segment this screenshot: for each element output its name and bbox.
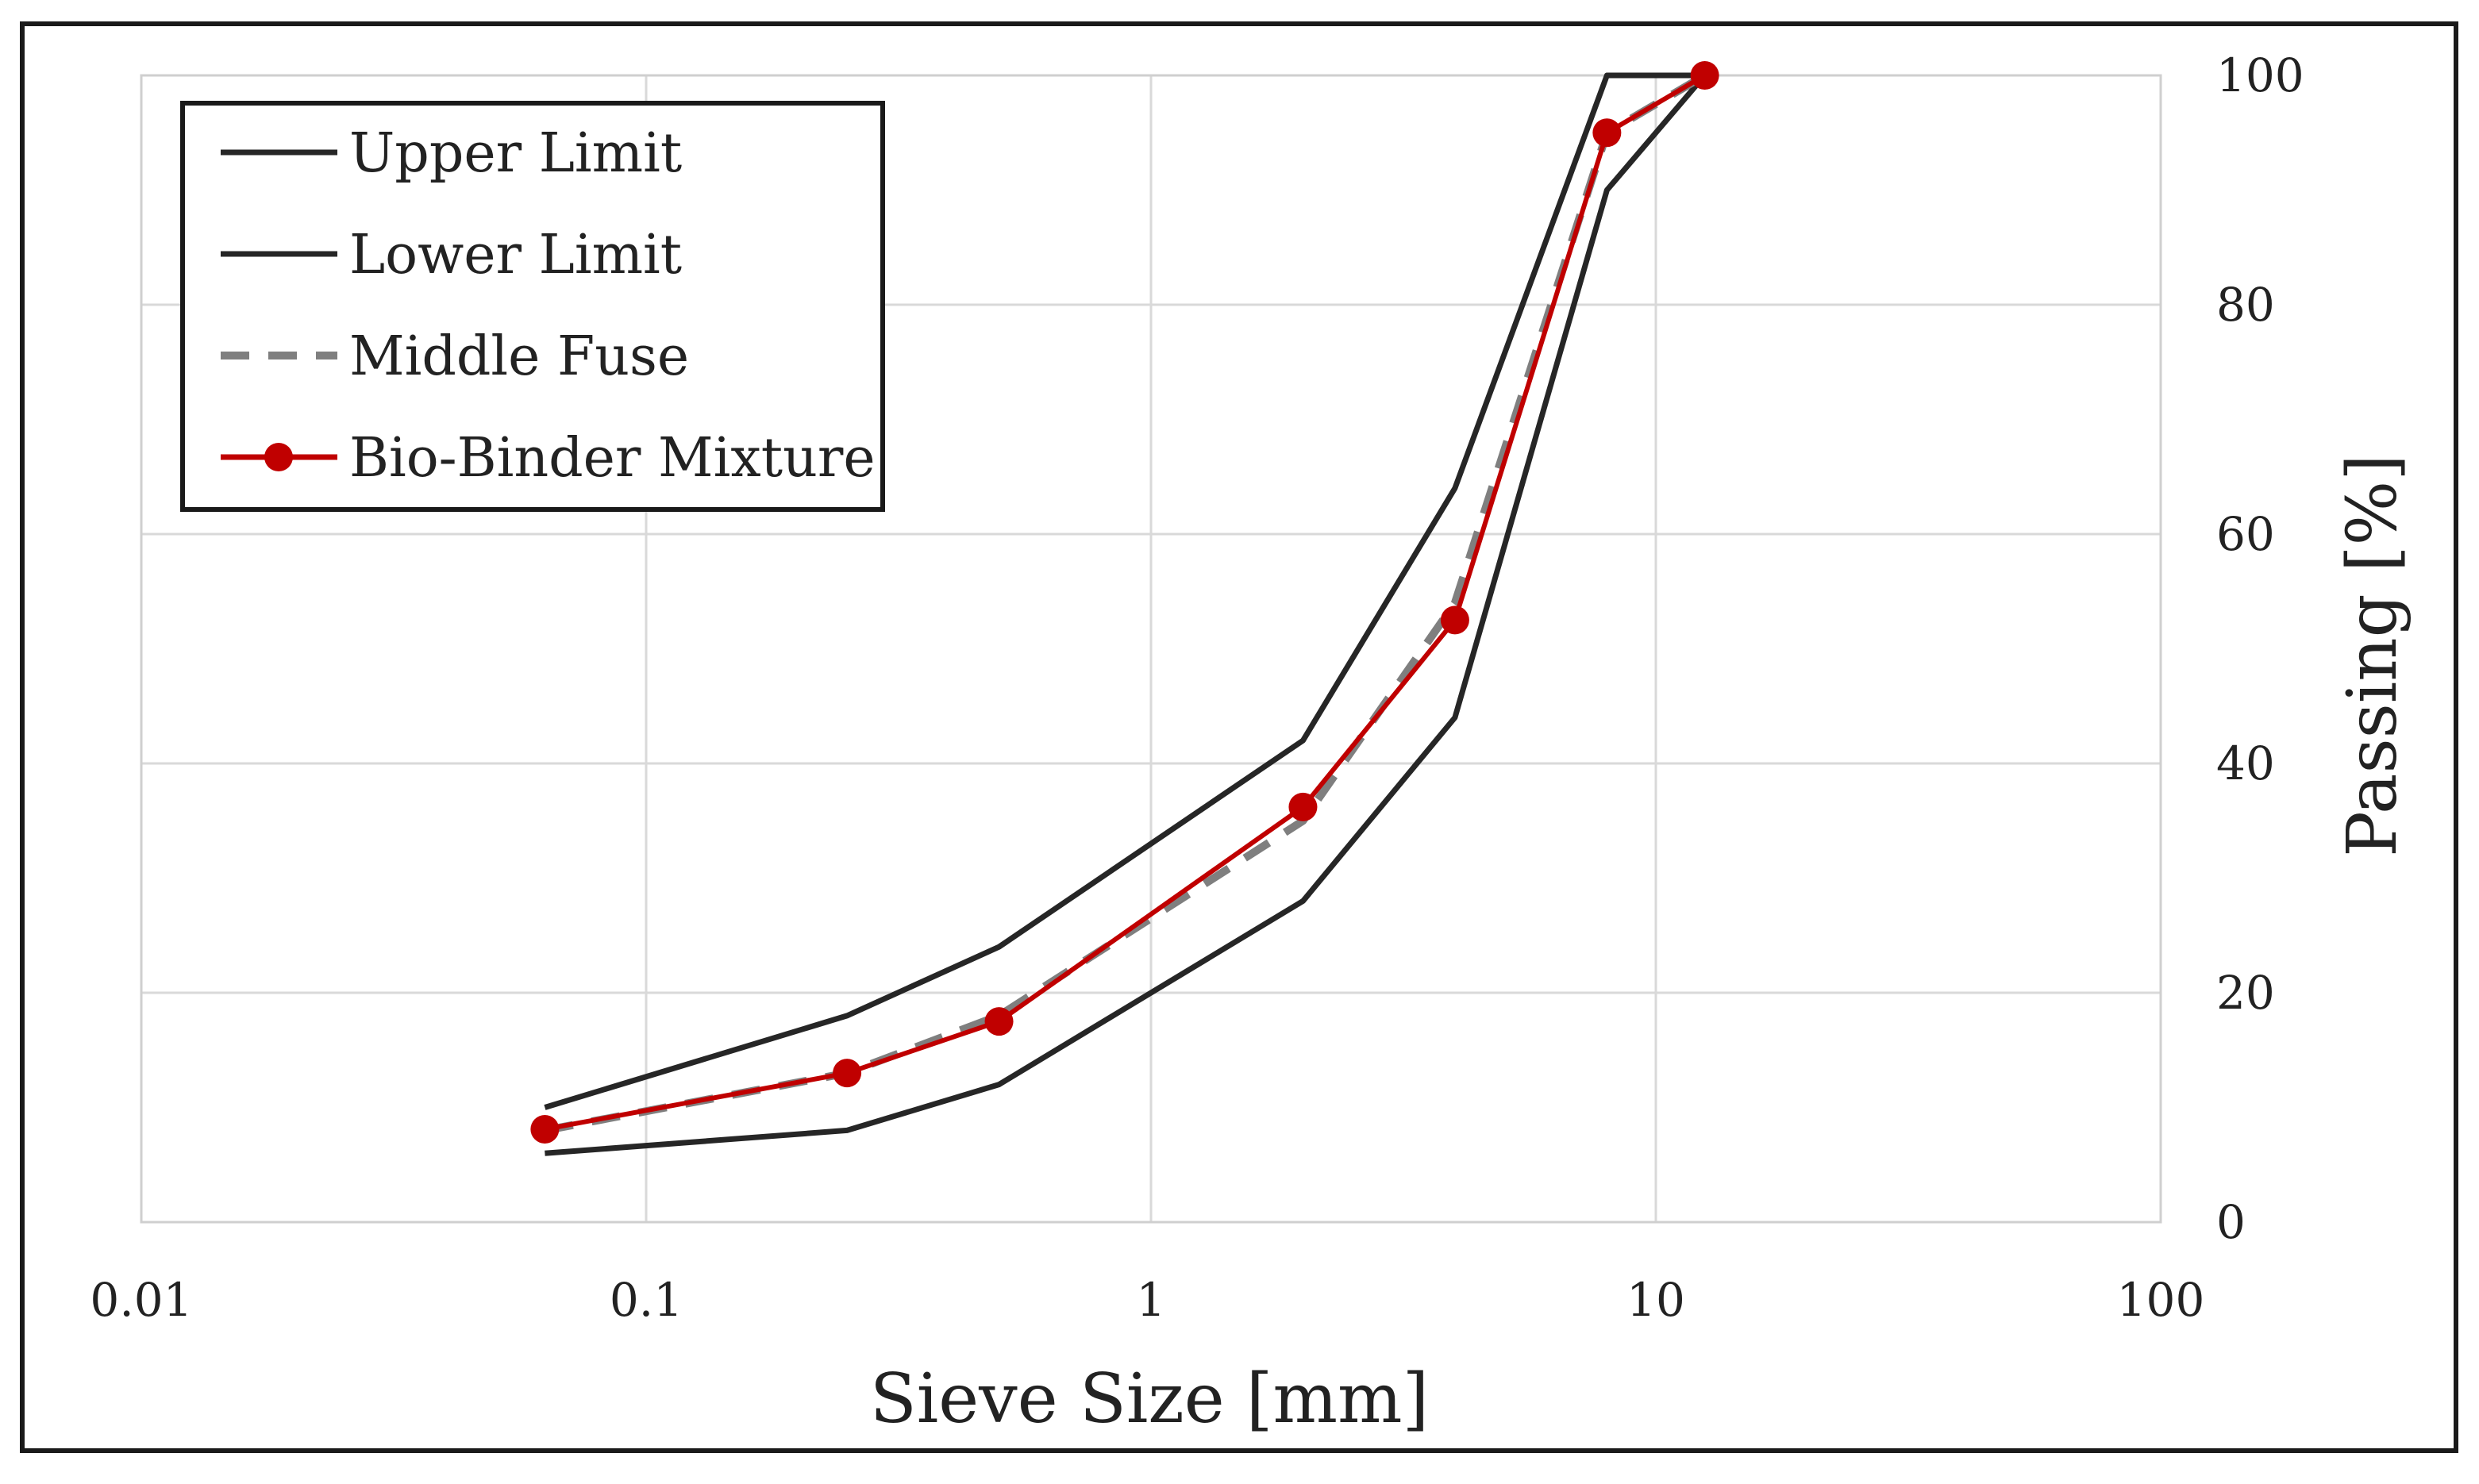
legend-label-bio-binder-mixture: Bio-Binder Mixture <box>349 427 876 490</box>
y-tick-label: 40 <box>2216 736 2275 790</box>
series-line-upper-limit <box>544 72 1705 1110</box>
x-tick-label: 100 <box>2117 1273 2205 1327</box>
y-axis-title: Passing [%] <box>2333 454 2412 857</box>
data-point-bio-binder-mixture <box>1690 61 1719 90</box>
legend-label-upper-limit: Upper Limit <box>349 122 682 185</box>
plot-area-border <box>140 74 2162 1224</box>
data-point-bio-binder-mixture <box>1288 792 1318 821</box>
data-point-bio-binder-mixture <box>833 1059 862 1088</box>
y-tick-label: 100 <box>2216 48 2304 102</box>
data-point-bio-binder-mixture <box>1592 118 1622 148</box>
data-point-bio-binder-mixture <box>530 1114 560 1144</box>
legend: Upper Limit Lower Limit Middle Fuse Bio-… <box>180 101 885 512</box>
legend-box <box>180 101 885 512</box>
y-tick-label: 20 <box>2216 966 2275 1020</box>
x-tick-label: 1 <box>1137 1273 1166 1327</box>
x-tick-label: 10 <box>1626 1273 1685 1327</box>
legend-marker-bio-binder-mixture <box>264 443 293 471</box>
x-tick-label: 0.1 <box>610 1273 683 1327</box>
series-line-lower-limit <box>545 73 1707 1156</box>
legend-label-lower-limit: Lower Limit <box>349 224 682 286</box>
legend-label-middle-fuse: Middle Fuse <box>349 325 689 388</box>
x-tick-label: 0.01 <box>90 1273 192 1327</box>
x-axis-title: Sieve Size [mm] <box>870 1359 1429 1439</box>
data-point-bio-binder-mixture <box>984 1007 1014 1036</box>
y-tick-label: 0 <box>2216 1195 2246 1249</box>
y-tick-label: 60 <box>2216 507 2275 561</box>
series <box>530 61 1719 1156</box>
y-tick-label: 80 <box>2216 278 2275 332</box>
data-point-bio-binder-mixture <box>1440 606 1469 635</box>
